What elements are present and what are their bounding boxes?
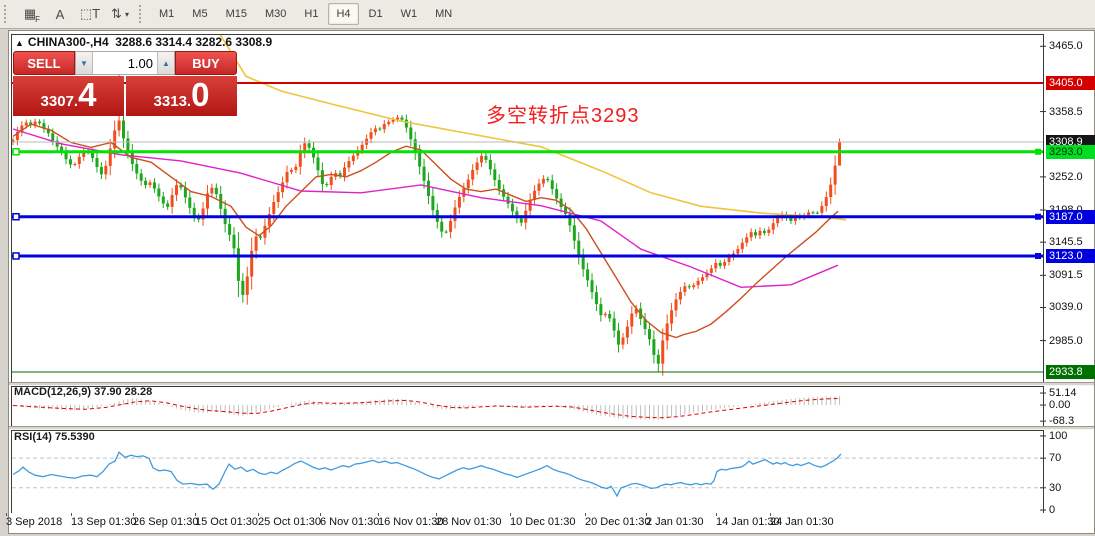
price-axis-label: 3145.5 — [1049, 236, 1083, 249]
chart-title: ▲ CHINA300-,H4 3288.6 3314.4 3282.6 3308.… — [15, 35, 272, 49]
tf-button-H4[interactable]: H4 — [328, 3, 359, 25]
time-axis-tick — [585, 513, 586, 516]
price-axis-label: 3465.0 — [1049, 40, 1083, 53]
price-axis-label: 3252.0 — [1049, 170, 1083, 183]
toolbar-drag-handle[interactable] — [4, 5, 11, 23]
ask-dot: . — [186, 93, 192, 110]
price-badge: 3405.0 — [1046, 76, 1095, 91]
rsi-axis-label: 30 — [1049, 481, 1062, 494]
time-axis-label: 3 Sep 2018 — [6, 516, 63, 528]
macd-indicator-label: MACD(12,26,9) 37.90 28.28 — [14, 386, 153, 398]
macd-pane — [12, 396, 841, 421]
pane-divider-macd[interactable] — [9, 382, 1094, 386]
sell-button[interactable]: SELL — [13, 51, 75, 75]
tf-button-M1[interactable]: M1 — [159, 8, 175, 20]
time-axis-tick — [378, 513, 379, 516]
rsi-line — [12, 451, 842, 498]
macd-signal-line — [12, 397, 840, 419]
text-a-icon[interactable]: A — [55, 6, 65, 22]
volume-box: ▼ ▲ — [75, 51, 175, 75]
timeframe-buttons-group: M1 M5 M15 M30 H1 H4 D1 W1 MN — [150, 3, 461, 25]
macd-axis-label: -68.3 — [1049, 415, 1075, 428]
price-axis-label: 3091.5 — [1049, 269, 1083, 282]
one-click-trading-panel: SELL ▼ ▲ BUY 3307.4 3313.0 — [13, 51, 237, 116]
rsi-indicator-label: RSI(14) 75.5390 — [14, 431, 95, 443]
time-axis-label: 28 Nov 01:30 — [436, 516, 502, 528]
price-axis-label: 3358.5 — [1049, 105, 1083, 118]
chart-window: ▲ CHINA300-,H4 3288.6 3314.4 3282.6 3308.… — [6, 30, 1095, 534]
tf-button-M15[interactable]: M15 — [225, 8, 247, 20]
price-axis-label: 2985.0 — [1049, 334, 1083, 347]
price-badge: 2933.8 — [1046, 365, 1095, 379]
textbox-t-icon[interactable]: ⬚T — [79, 6, 101, 21]
price-badge: 3187.0 — [1046, 209, 1095, 224]
macd-axis-label: 51.14 — [1049, 387, 1077, 400]
drawing-tools-group: ▦ F A ⬚T ⇅ ▾ — [15, 2, 135, 26]
bid-price-display[interactable]: 3307. 4 — [13, 76, 124, 116]
rsi-axis-label: 70 — [1049, 452, 1062, 465]
chart-text-annotation: 多空转折点3293 — [486, 105, 640, 127]
chart-symbol-timeframe: CHINA300-,H4 — [27, 35, 109, 49]
rsi-axis-label: 100 — [1049, 429, 1068, 442]
time-axis-tick — [716, 513, 717, 516]
buy-button[interactable]: BUY — [175, 51, 237, 75]
time-axis-label: 26 Sep 01:30 — [133, 516, 199, 528]
bid-big-digit: 4 — [78, 76, 97, 113]
time-axis-tick — [195, 513, 196, 516]
time-axis-tick — [320, 513, 321, 516]
macd-axis-label: 0.00 — [1049, 399, 1071, 412]
ask-big-digit: 0 — [191, 76, 210, 113]
moving-averages-group — [12, 35, 847, 339]
time-axis-label: 13 Sep 01:30 — [71, 516, 137, 528]
volume-increase-button[interactable]: ▲ — [157, 52, 174, 74]
time-axis-tick — [646, 513, 647, 516]
grid-f-icon[interactable]: ▦ F — [23, 6, 40, 24]
tf-button-D1[interactable]: D1 — [368, 8, 383, 20]
volume-decrease-button[interactable]: ▼ — [76, 52, 93, 74]
tf-button-M30[interactable]: M30 — [264, 8, 287, 20]
price-axis-label: 3039.0 — [1049, 301, 1083, 314]
toolbar: ▦ F A ⬚T ⇅ ▾ M1 M5 M15 M30 H1 H4 D1 W1 MN — [0, 0, 1095, 29]
time-axis-tick — [133, 513, 134, 516]
time-axis-label: 25 Oct 01:30 — [258, 516, 321, 528]
time-axis-tick — [258, 513, 259, 516]
horizontal-lines-group — [12, 82, 1043, 373]
time-axis-label: 24 Jan 01:30 — [770, 516, 834, 528]
tf-button-M5[interactable]: M5 — [192, 8, 208, 20]
time-axis-label: 10 Dec 01:30 — [510, 516, 576, 528]
tf-button-W1[interactable]: W1 — [400, 8, 418, 20]
pane-divider-rsi[interactable] — [9, 426, 1094, 430]
tf-button-H1[interactable]: H1 — [304, 8, 319, 20]
cycle-arrows-icon[interactable]: ⇅ ▾ — [111, 6, 129, 21]
bid-main-digits: 3307 — [40, 93, 74, 110]
timeframe-toolbar-drag-handle[interactable] — [139, 5, 146, 23]
chart-ohlc-values: 3288.6 3314.4 3282.6 3308.9 — [115, 35, 273, 49]
ask-price-display[interactable]: 3313. 0 — [126, 76, 237, 116]
tf-button-MN[interactable]: MN — [435, 8, 453, 20]
chart-canvas[interactable] — [11, 34, 1046, 513]
chart-collapse-icon[interactable]: ▲ — [15, 38, 24, 48]
time-axis-label: 16 Nov 01:30 — [378, 516, 444, 528]
price-badge: 3293.0 — [1046, 144, 1095, 159]
time-axis-label: 20 Dec 01:30 — [585, 516, 651, 528]
time-axis-tick — [510, 513, 511, 516]
ask-main-digits: 3313 — [153, 93, 187, 110]
rsi-axis-label: 0 — [1049, 504, 1056, 517]
bid-dot: . — [73, 93, 79, 110]
price-badge: 3123.0 — [1046, 248, 1095, 263]
time-axis-tick — [6, 513, 7, 516]
rsi-pane — [12, 451, 1043, 498]
time-axis-label: 6 Nov 01:30 — [320, 516, 380, 528]
volume-input[interactable] — [93, 52, 157, 74]
time-axis-tick — [770, 513, 771, 516]
time-axis: 3 Sep 2018 13 Sep 01:30 26 Sep 01:30 15 Oct… — [6, 513, 1094, 533]
time-axis-tick — [71, 513, 72, 516]
time-axis-label: 14 Jan 01:30 — [716, 516, 780, 528]
time-axis-label: 2 Jan 01:30 — [646, 516, 704, 528]
time-axis-label: 15 Oct 01:30 — [195, 516, 258, 528]
time-axis-tick — [436, 513, 437, 516]
